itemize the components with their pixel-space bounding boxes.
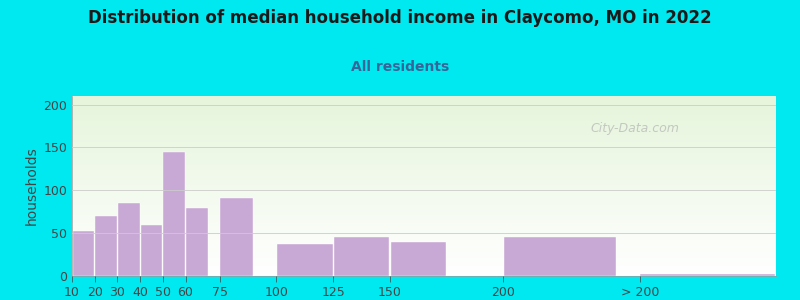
Y-axis label: households: households [25, 147, 39, 225]
Bar [504, 237, 617, 276]
Bar [186, 208, 208, 276]
Text: Distribution of median household income in Claycomo, MO in 2022: Distribution of median household income … [88, 9, 712, 27]
Bar [220, 198, 253, 276]
Text: All residents: All residents [351, 60, 449, 74]
Bar [163, 152, 185, 276]
Bar [277, 244, 333, 276]
Bar [390, 242, 446, 276]
Bar [118, 203, 139, 276]
Bar [640, 274, 775, 276]
Bar [95, 216, 117, 276]
Bar [334, 237, 390, 276]
Text: City-Data.com: City-Data.com [590, 122, 680, 135]
Bar [141, 225, 162, 276]
Bar [73, 231, 94, 276]
